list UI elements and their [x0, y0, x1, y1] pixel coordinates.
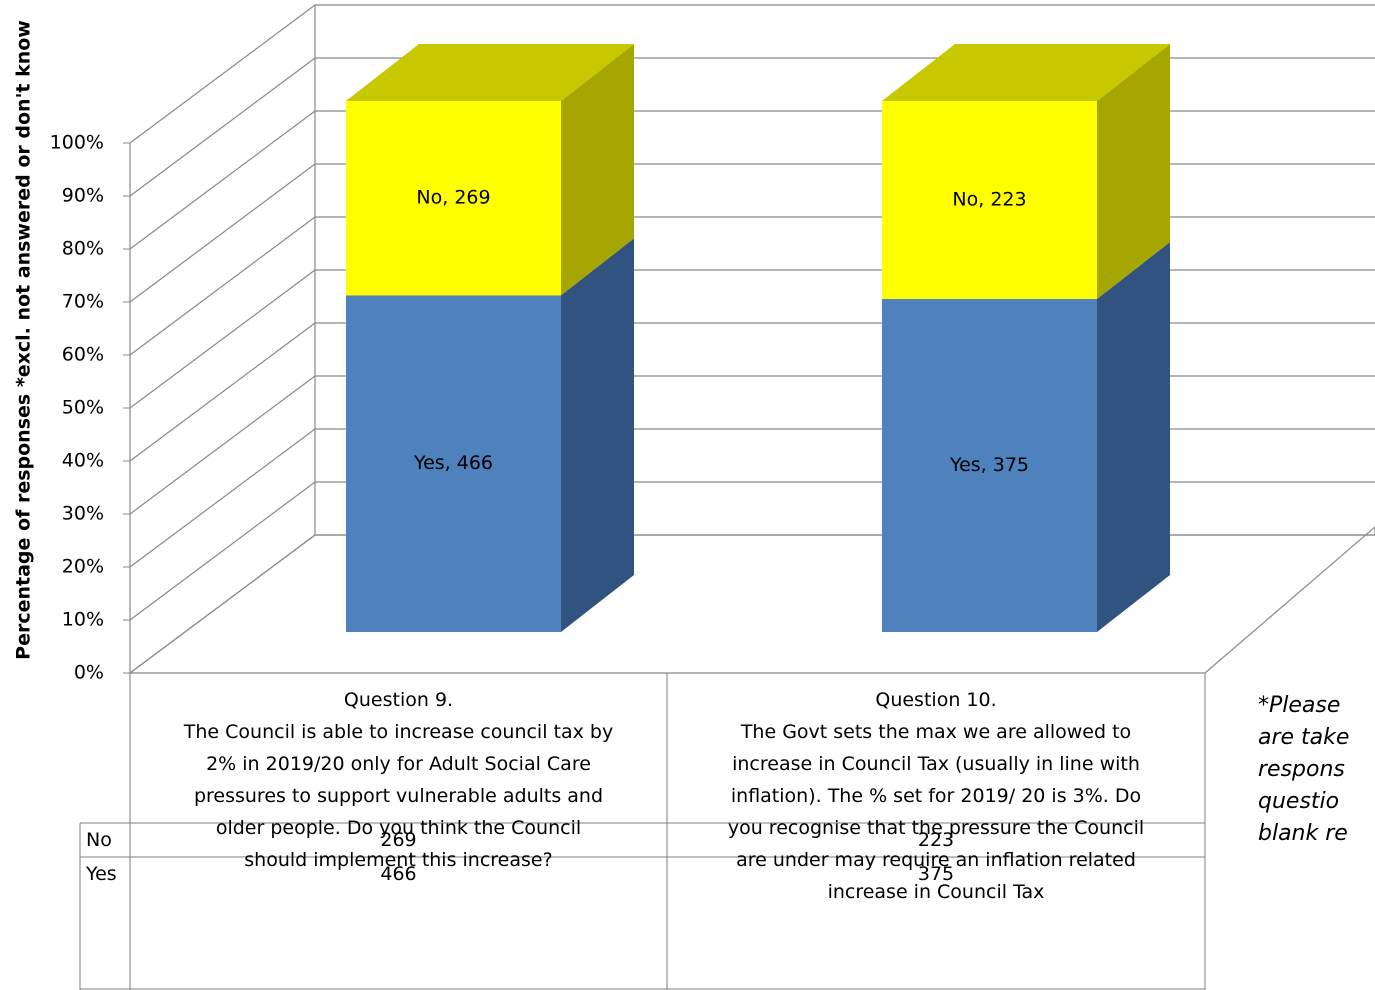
note-line: blank re [1258, 821, 1348, 846]
grid-line [129, 481, 316, 621]
grid-line [129, 57, 316, 197]
y-tick-label: 100% [50, 132, 104, 154]
grid-line [129, 428, 316, 568]
y-tick-label: 80% [62, 238, 104, 260]
note-line: are take [1258, 725, 1350, 750]
y-tick-label: 40% [62, 450, 104, 472]
grid-line [129, 4, 316, 144]
y-tick-label: 10% [62, 609, 104, 631]
data-label: No, 269 [416, 187, 490, 209]
floor [128, 526, 1375, 674]
bar-side [561, 44, 634, 296]
grid-line [129, 375, 316, 515]
category-label: Question 10. The Govt sets the max we ar… [727, 689, 1145, 903]
y-tick-label: 20% [62, 556, 104, 578]
row-header: Yes [86, 863, 117, 885]
note-line: respons [1258, 757, 1345, 782]
note-line: questio [1258, 789, 1340, 814]
grid-line [129, 269, 316, 409]
bar [882, 101, 1097, 300]
grid-line [129, 216, 316, 356]
category-label: Question 9. The Council is able to incre… [183, 689, 614, 871]
table-cell: 375 [917, 863, 955, 885]
table-cell: 269 [380, 829, 417, 851]
table-cell: 223 [917, 829, 955, 851]
y-tick-label: 70% [62, 291, 104, 313]
bar [346, 101, 561, 296]
row-header: No [86, 829, 112, 851]
data-label: No, 223 [952, 189, 1026, 211]
bar [346, 295, 561, 632]
grid-line [129, 163, 316, 303]
y-tick-label: 0% [74, 662, 104, 684]
bar-side [561, 238, 634, 632]
grid-line [129, 534, 316, 674]
bar-side [1097, 44, 1170, 300]
grid-line [129, 110, 316, 250]
y-tick-label: 60% [62, 344, 104, 366]
y-axis-label: Percentage of responses *excl. not answe… [13, 20, 35, 660]
bar-top [346, 44, 634, 101]
bar [882, 299, 1097, 632]
data-label: Yes, 466 [413, 452, 493, 474]
data-label: Yes, 375 [949, 454, 1029, 476]
note: *Please are take respons questio blank re [1258, 690, 1349, 850]
y-tick-label: 90% [62, 185, 104, 207]
y-tick-label: 30% [62, 503, 104, 525]
bar-top [882, 44, 1170, 101]
table-cell: 466 [380, 863, 417, 885]
note-line: *Please [1258, 693, 1341, 718]
bar-side [1097, 242, 1170, 632]
grid-line [129, 322, 316, 462]
y-tick-label: 50% [62, 397, 104, 419]
